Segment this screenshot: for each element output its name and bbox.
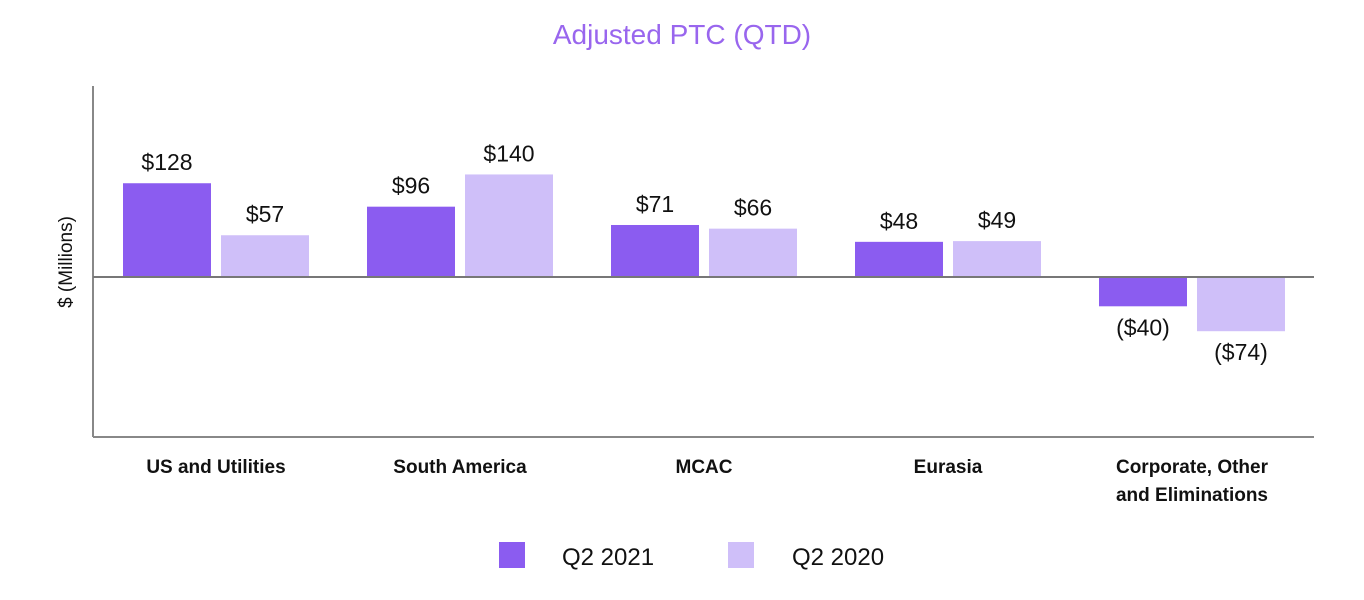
bar-q2-2020-1 bbox=[465, 174, 553, 277]
category-labels-layer: US and Utilities South America MCAC Eurasia… bbox=[146, 457, 1268, 506]
legend-swatch-q2-2020 bbox=[728, 542, 754, 568]
bar-q2-2020-4 bbox=[1197, 277, 1285, 332]
legend-label-q2-2020: Q2 2020 bbox=[792, 544, 884, 571]
category-label-4-line-0: Corporate, Other bbox=[1116, 457, 1269, 478]
data-label-q2-2020-0: $57 bbox=[246, 201, 284, 227]
data-label-q2-2021-4: ($40) bbox=[1116, 314, 1170, 340]
bar-q2-2020-2 bbox=[709, 228, 797, 277]
data-label-q2-2021-3: $48 bbox=[880, 208, 918, 234]
bar-q2-2021-3 bbox=[855, 241, 943, 277]
category-label-3: Eurasia bbox=[914, 457, 983, 478]
data-label-q2-2020-1: $140 bbox=[483, 140, 534, 166]
bar-q2-2021-0 bbox=[123, 183, 211, 277]
category-label-2: MCAC bbox=[676, 457, 733, 478]
bar-q2-2021-4 bbox=[1099, 277, 1187, 307]
y-axis-label: $ (Millions) bbox=[56, 216, 77, 308]
bar-q2-2021-2 bbox=[611, 224, 699, 277]
category-label-4-line-1: and Eliminations bbox=[1116, 485, 1268, 506]
data-label-q2-2020-2: $66 bbox=[734, 195, 772, 221]
data-labels-layer: $128 $57 $96 $140 $71 $66 $48 $49 ($40) ($74) bbox=[141, 140, 1267, 365]
legend: Q2 2021 Q2 2020 bbox=[499, 542, 884, 571]
chart-title: Adjusted PTC (QTD) bbox=[553, 19, 811, 50]
legend-swatch-q2-2021 bbox=[499, 542, 525, 568]
bar-q2-2020-0 bbox=[221, 235, 309, 277]
bar-q2-2020-3 bbox=[953, 241, 1041, 277]
data-label-q2-2021-2: $71 bbox=[636, 191, 674, 217]
data-label-q2-2021-1: $96 bbox=[392, 173, 430, 199]
bars-layer bbox=[123, 174, 1285, 332]
data-label-q2-2020-3: $49 bbox=[978, 207, 1016, 233]
data-label-q2-2021-0: $128 bbox=[141, 149, 192, 175]
legend-label-q2-2021: Q2 2021 bbox=[562, 544, 654, 571]
data-label-q2-2020-4: ($74) bbox=[1214, 339, 1268, 365]
category-label-0: US and Utilities bbox=[146, 457, 285, 478]
bar-q2-2021-1 bbox=[367, 206, 455, 277]
category-label-1: South America bbox=[393, 457, 527, 478]
